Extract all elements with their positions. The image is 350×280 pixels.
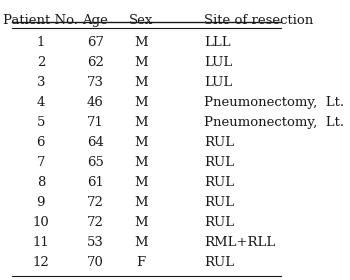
Text: M: M: [134, 216, 148, 229]
Text: RML+RLL: RML+RLL: [204, 236, 275, 249]
Text: Age: Age: [82, 14, 108, 27]
Text: Site of resection: Site of resection: [204, 14, 313, 27]
Text: Pneumonectomy,  Lt.: Pneumonectomy, Lt.: [204, 116, 344, 129]
Text: Sex: Sex: [129, 14, 153, 27]
Text: M: M: [134, 36, 148, 49]
Text: 72: 72: [87, 196, 104, 209]
Text: F: F: [136, 256, 146, 269]
Text: M: M: [134, 196, 148, 209]
Text: M: M: [134, 156, 148, 169]
Text: M: M: [134, 96, 148, 109]
Text: 12: 12: [33, 256, 49, 269]
Text: 61: 61: [87, 176, 104, 189]
Text: 72: 72: [87, 216, 104, 229]
Text: 4: 4: [37, 96, 45, 109]
Text: 73: 73: [87, 76, 104, 89]
Text: 5: 5: [37, 116, 45, 129]
Text: M: M: [134, 136, 148, 149]
Text: 65: 65: [87, 156, 104, 169]
Text: M: M: [134, 116, 148, 129]
Text: 70: 70: [87, 256, 104, 269]
Text: RUL: RUL: [204, 196, 234, 209]
Text: 53: 53: [87, 236, 104, 249]
Text: 7: 7: [37, 156, 45, 169]
Text: 62: 62: [87, 56, 104, 69]
Text: M: M: [134, 236, 148, 249]
Text: RUL: RUL: [204, 256, 234, 269]
Text: 71: 71: [87, 116, 104, 129]
Text: 11: 11: [33, 236, 49, 249]
Text: 3: 3: [37, 76, 45, 89]
Text: RUL: RUL: [204, 136, 234, 149]
Text: M: M: [134, 56, 148, 69]
Text: RUL: RUL: [204, 156, 234, 169]
Text: 6: 6: [37, 136, 45, 149]
Text: Patient No.: Patient No.: [4, 14, 78, 27]
Text: M: M: [134, 176, 148, 189]
Text: 9: 9: [37, 196, 45, 209]
Text: 67: 67: [87, 36, 104, 49]
Text: LUL: LUL: [204, 76, 232, 89]
Text: LUL: LUL: [204, 56, 232, 69]
Text: 10: 10: [33, 216, 49, 229]
Text: 46: 46: [87, 96, 104, 109]
Text: RUL: RUL: [204, 216, 234, 229]
Text: RUL: RUL: [204, 176, 234, 189]
Text: 2: 2: [37, 56, 45, 69]
Text: 8: 8: [37, 176, 45, 189]
Text: LLL: LLL: [204, 36, 231, 49]
Text: 1: 1: [37, 36, 45, 49]
Text: Pneumonectomy,  Lt.: Pneumonectomy, Lt.: [204, 96, 344, 109]
Text: 64: 64: [87, 136, 104, 149]
Text: M: M: [134, 76, 148, 89]
